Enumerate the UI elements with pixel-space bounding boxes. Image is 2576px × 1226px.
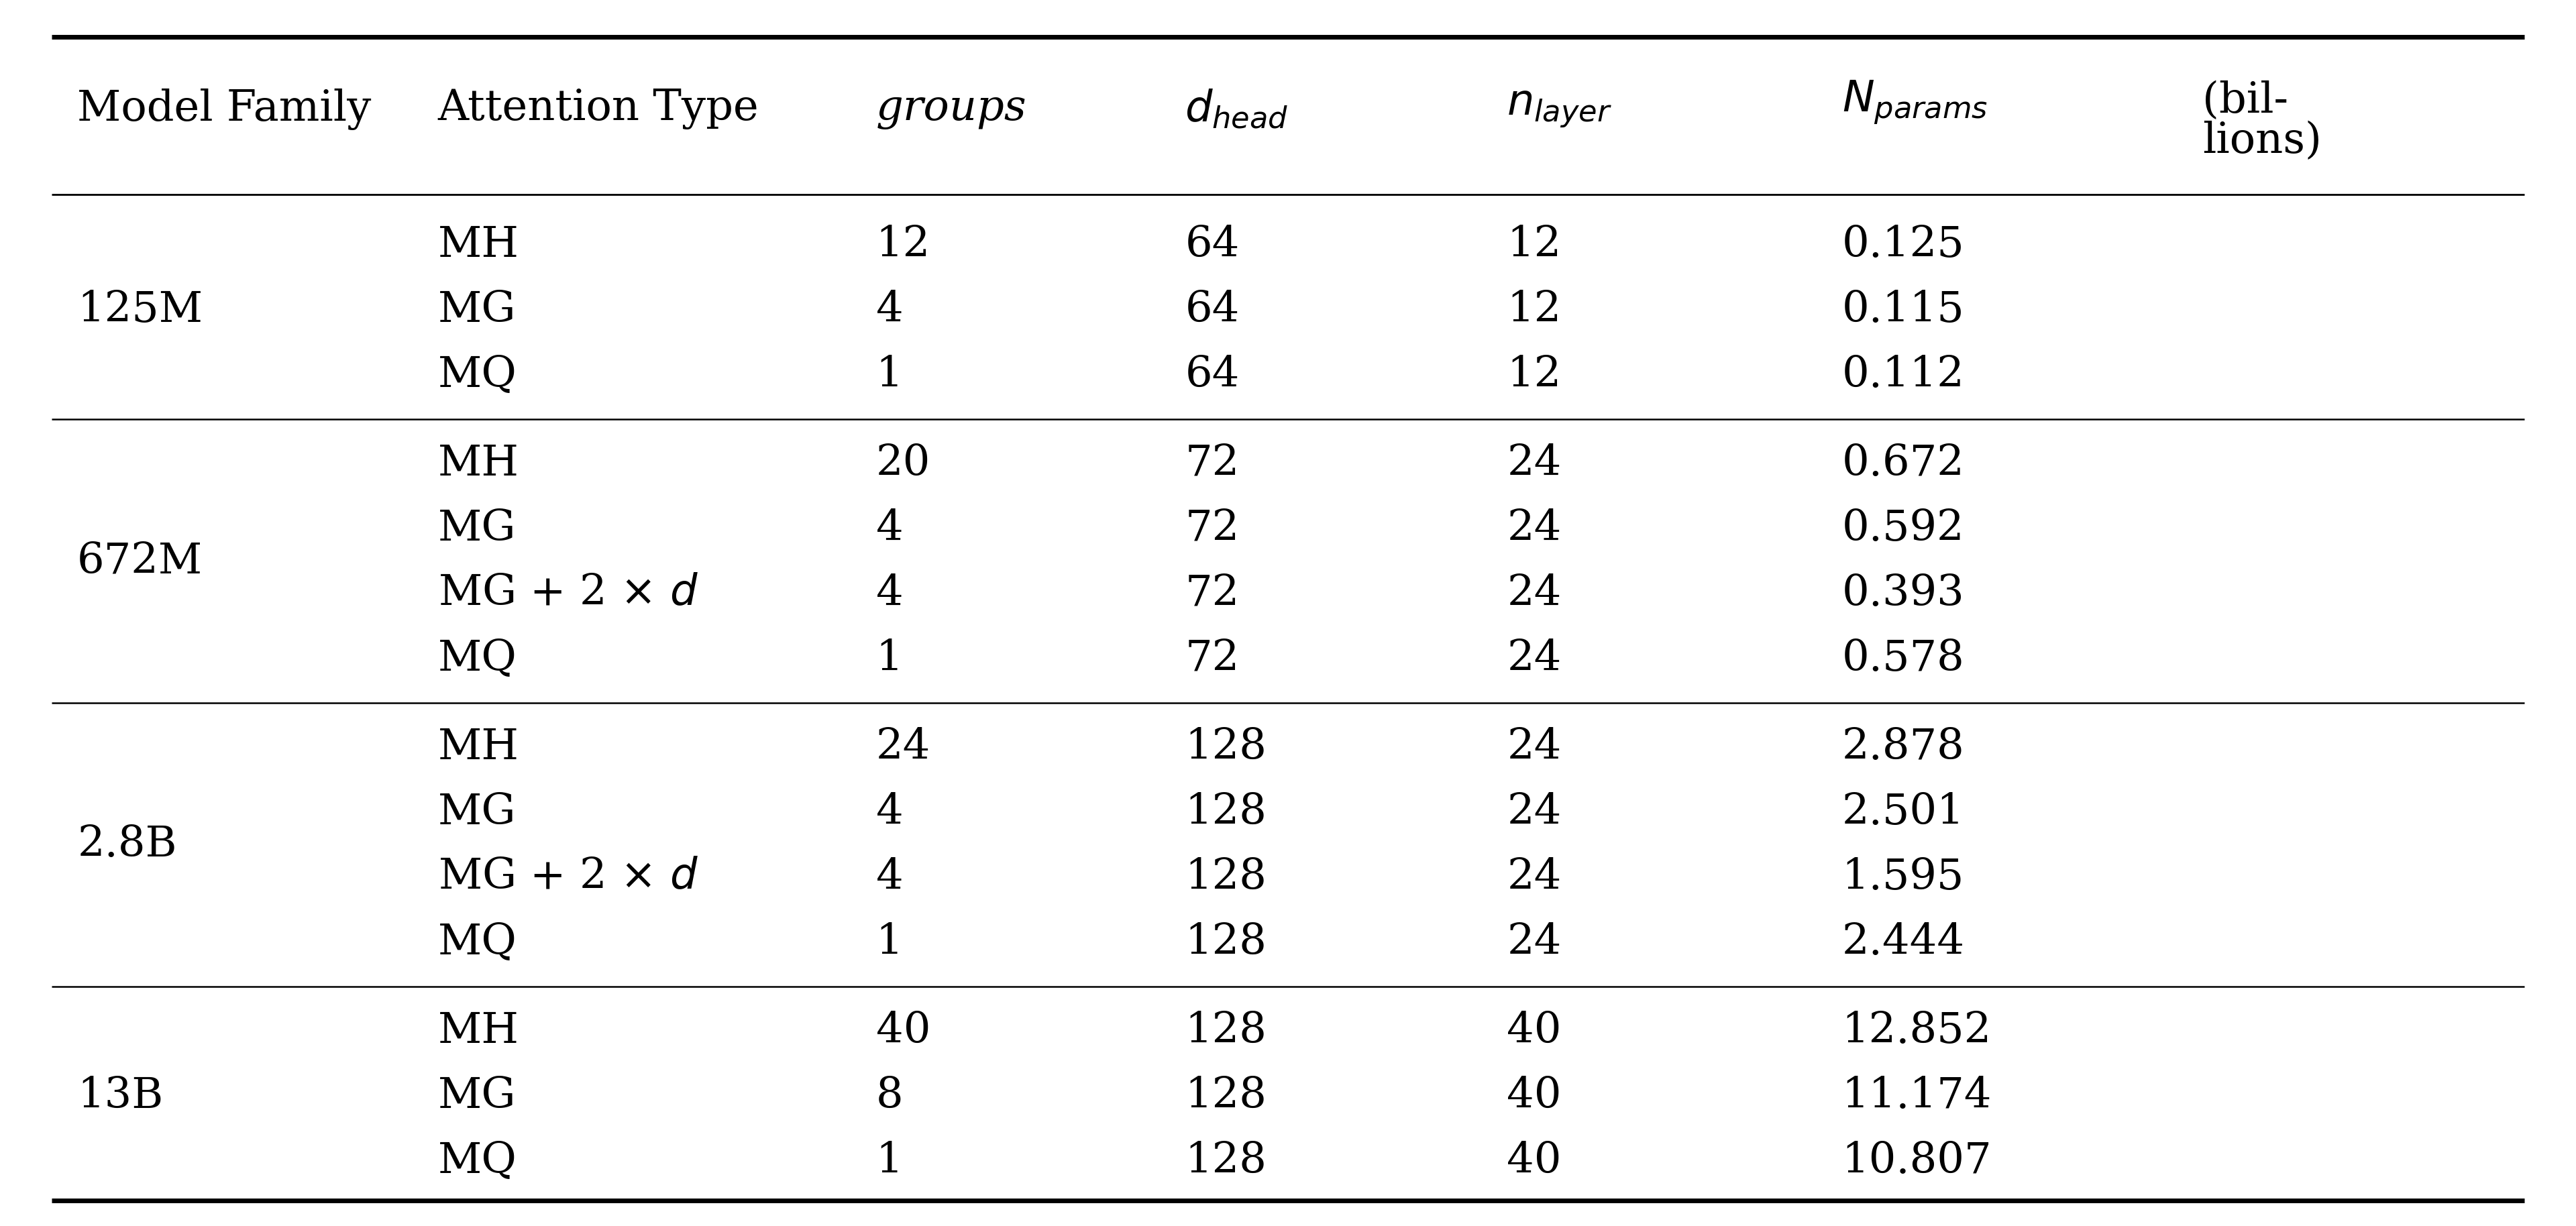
Text: MH: MH: [438, 224, 520, 265]
Text: 2.444: 2.444: [1842, 922, 1965, 962]
Text: 13B: 13B: [77, 1075, 162, 1117]
Text: 4: 4: [876, 508, 904, 549]
Text: 24: 24: [1507, 727, 1561, 767]
Text: 128: 128: [1185, 1075, 1267, 1117]
Text: 24: 24: [1507, 638, 1561, 679]
Text: 1: 1: [876, 1140, 904, 1182]
Text: MH: MH: [438, 727, 520, 767]
Text: Model Family: Model Family: [77, 88, 371, 130]
Text: 11.174: 11.174: [1842, 1075, 1991, 1117]
Text: groups: groups: [876, 88, 1025, 130]
Text: 1: 1: [876, 922, 904, 962]
Text: 72: 72: [1185, 573, 1239, 614]
Text: lions): lions): [2202, 120, 2321, 162]
Text: 128: 128: [1185, 1010, 1267, 1052]
Text: 24: 24: [1507, 443, 1561, 484]
Text: $N_{params}$: $N_{params}$: [1842, 78, 1989, 126]
Text: 128: 128: [1185, 727, 1267, 767]
Text: 20: 20: [876, 443, 930, 484]
Text: 128: 128: [1185, 922, 1267, 962]
Text: 1.595: 1.595: [1842, 857, 1963, 897]
Text: MG: MG: [438, 1075, 515, 1117]
Text: 24: 24: [876, 727, 930, 767]
Text: MQ: MQ: [438, 1140, 518, 1182]
Text: 2.8B: 2.8B: [77, 824, 178, 866]
Text: 64: 64: [1185, 354, 1239, 396]
Text: MG: MG: [438, 289, 515, 330]
Text: 672M: 672M: [77, 541, 204, 581]
Text: $n_{layer}$: $n_{layer}$: [1507, 88, 1613, 130]
Text: 40: 40: [1507, 1140, 1561, 1182]
Text: 72: 72: [1185, 508, 1239, 549]
Text: 4: 4: [876, 792, 904, 832]
Text: MQ: MQ: [438, 354, 518, 396]
Text: 1: 1: [876, 638, 904, 679]
Text: $d_{head}$: $d_{head}$: [1185, 87, 1288, 130]
Text: MG: MG: [438, 792, 515, 832]
Text: 0.578: 0.578: [1842, 638, 1965, 679]
Text: MQ: MQ: [438, 638, 518, 679]
Text: 125M: 125M: [77, 289, 204, 330]
Text: 0.672: 0.672: [1842, 443, 1965, 484]
Text: 64: 64: [1185, 289, 1239, 330]
Text: 72: 72: [1185, 443, 1239, 484]
Text: 0.125: 0.125: [1842, 224, 1965, 265]
Text: (bil-: (bil-: [2202, 81, 2287, 121]
Text: 128: 128: [1185, 1140, 1267, 1182]
Text: 10.807: 10.807: [1842, 1140, 1991, 1182]
Text: MG: MG: [438, 508, 515, 549]
Text: 0.112: 0.112: [1842, 354, 1965, 396]
Text: 128: 128: [1185, 857, 1267, 897]
Text: 64: 64: [1185, 224, 1239, 265]
Text: 0.115: 0.115: [1842, 289, 1965, 330]
Text: 4: 4: [876, 289, 904, 330]
Text: 0.592: 0.592: [1842, 508, 1965, 549]
Text: 24: 24: [1507, 573, 1561, 614]
Text: 0.393: 0.393: [1842, 573, 1965, 614]
Text: 40: 40: [1507, 1075, 1561, 1117]
Text: MG + 2 $\times$ $d$: MG + 2 $\times$ $d$: [438, 573, 698, 614]
Text: 128: 128: [1185, 792, 1267, 832]
Text: 2.878: 2.878: [1842, 727, 1965, 767]
Text: MG + 2 $\times$ $d$: MG + 2 $\times$ $d$: [438, 857, 698, 897]
Text: 24: 24: [1507, 922, 1561, 962]
Text: 2.501: 2.501: [1842, 792, 1965, 832]
Text: 40: 40: [1507, 1010, 1561, 1052]
Text: 12: 12: [1507, 289, 1561, 330]
Text: Attention Type: Attention Type: [438, 88, 760, 130]
Text: 24: 24: [1507, 792, 1561, 832]
Text: 40: 40: [876, 1010, 930, 1052]
Text: 4: 4: [876, 857, 904, 897]
Text: 24: 24: [1507, 508, 1561, 549]
Text: MH: MH: [438, 1010, 520, 1052]
Text: 24: 24: [1507, 857, 1561, 897]
Text: MH: MH: [438, 443, 520, 484]
Text: 8: 8: [876, 1075, 904, 1117]
Text: 72: 72: [1185, 638, 1239, 679]
Text: 12: 12: [1507, 354, 1561, 396]
Text: 1: 1: [876, 354, 904, 396]
Text: 12.852: 12.852: [1842, 1010, 1991, 1052]
Text: 12: 12: [876, 224, 930, 265]
Text: 12: 12: [1507, 224, 1561, 265]
Text: 4: 4: [876, 573, 904, 614]
Text: MQ: MQ: [438, 922, 518, 962]
